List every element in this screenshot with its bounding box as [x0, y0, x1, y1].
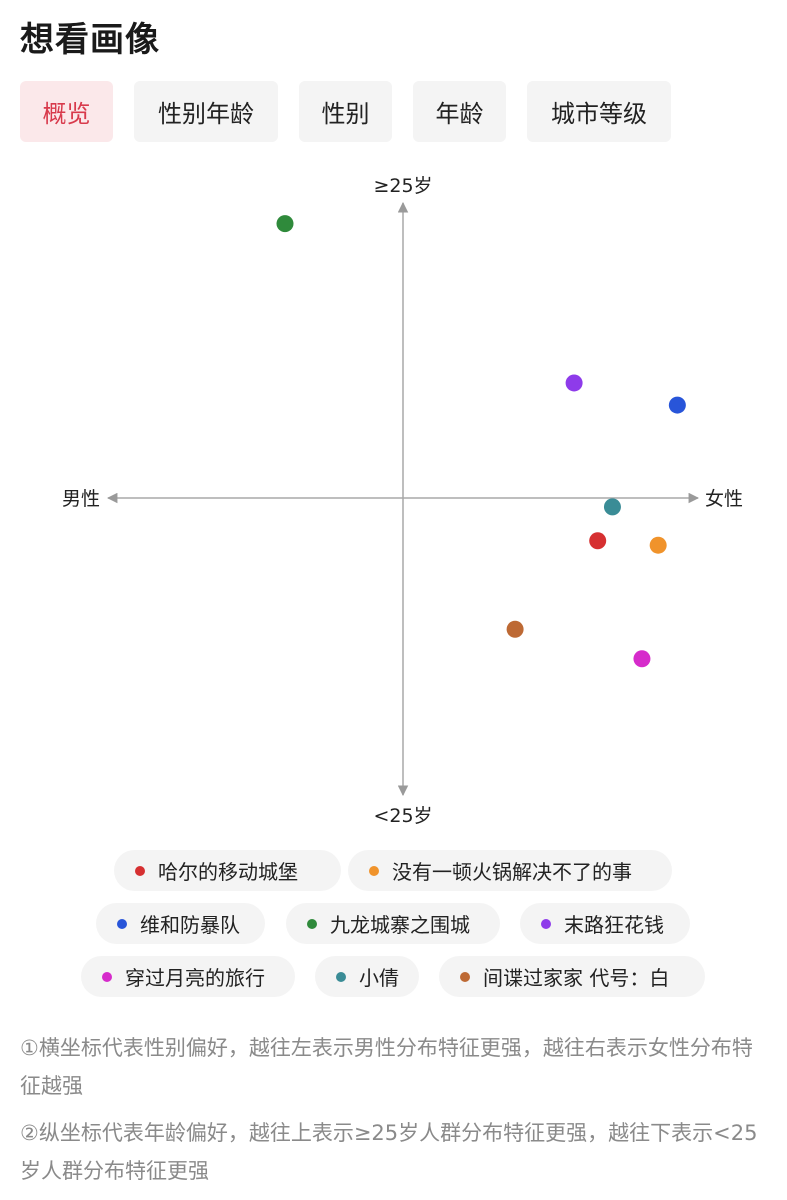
legend-dot-icon — [135, 865, 145, 876]
legend-label: 小倩 — [359, 966, 399, 990]
data-point-2[interactable] — [668, 396, 686, 414]
legend-label: 穿过月亮的旅行 — [125, 966, 265, 990]
data-point-0[interactable] — [589, 532, 607, 550]
data-point-1[interactable] — [649, 536, 667, 554]
note-y-axis: ②纵坐标代表年龄偏好，越往上表示≥25岁人群分布特征更强，越往下表示<25岁人群… — [20, 1121, 758, 1183]
note-x-axis: ①横坐标代表性别偏好，越往左表示男性分布特征更强，越往右表示女性分布特征越强 — [20, 1036, 753, 1098]
legend-dot-icon — [336, 971, 346, 982]
page-title: 想看画像 — [20, 20, 160, 60]
legend-item-5[interactable]: 穿过月亮的旅行 — [81, 956, 295, 997]
data-point-6[interactable] — [603, 498, 621, 516]
legend-dot-icon — [369, 865, 379, 876]
tab-gender-age[interactable]: 性别年龄 — [134, 81, 278, 142]
legend-dot-icon — [102, 971, 112, 982]
data-point-5[interactable] — [633, 650, 651, 668]
legend-item-3[interactable]: 九龙城寨之围城 — [286, 903, 500, 944]
data-point-7[interactable] — [506, 620, 524, 638]
legend-label: 维和防暴队 — [140, 913, 240, 937]
legend-dot-icon — [460, 971, 470, 982]
data-points — [276, 215, 686, 668]
x-axis-left-label: 男性 — [62, 488, 100, 510]
y-axis-top-label: ≥25岁 — [373, 175, 432, 197]
scatter-chart: 男性 女性 ≥25岁 <25岁 — [62, 175, 743, 827]
legend-item-0[interactable]: 哈尔的移动城堡 — [114, 850, 341, 891]
y-axis-bottom-label: <25岁 — [373, 805, 432, 827]
legend-item-4[interactable]: 末路狂花钱 — [520, 903, 690, 944]
legend-item-6[interactable]: 小倩 — [315, 956, 419, 997]
tab-city-level[interactable]: 城市等级 — [527, 81, 671, 142]
legend-dot-icon — [541, 918, 551, 929]
legend-item-1[interactable]: 没有一顿火锅解决不了的事 — [348, 850, 672, 891]
data-point-4[interactable] — [565, 374, 583, 392]
x-axis-right-label: 女性 — [705, 488, 743, 510]
legend-label: 哈尔的移动城堡 — [158, 860, 298, 884]
legend-label: 间谍过家家 代号：白 — [483, 966, 670, 990]
tab-gender[interactable]: 性别 — [299, 81, 392, 142]
legend-item-7[interactable]: 间谍过家家 代号：白 — [439, 956, 705, 997]
tab-age[interactable]: 年龄 — [413, 81, 506, 142]
data-point-3[interactable] — [276, 215, 294, 233]
legend-item-2[interactable]: 维和防暴队 — [96, 903, 265, 944]
legend-label: 九龙城寨之围城 — [330, 913, 470, 937]
legend-label: 末路狂花钱 — [564, 913, 664, 937]
tab-overview[interactable]: 概览 — [20, 81, 113, 142]
legend-dot-icon — [117, 918, 127, 929]
legend-label: 没有一顿火锅解决不了的事 — [392, 860, 632, 884]
legend-dot-icon — [307, 918, 317, 929]
